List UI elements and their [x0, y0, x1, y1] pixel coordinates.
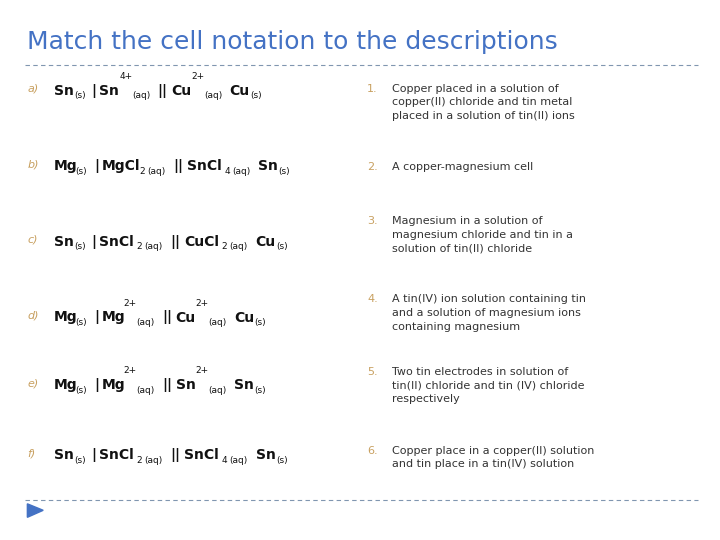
Text: ||: || [162, 310, 172, 325]
Text: Cu: Cu [171, 84, 192, 98]
Text: (aq): (aq) [145, 242, 163, 252]
Text: 6.: 6. [367, 446, 378, 456]
Text: 4: 4 [225, 167, 230, 176]
Text: Sn: Sn [99, 84, 120, 98]
Text: 4: 4 [222, 456, 228, 465]
Text: 5.: 5. [367, 367, 378, 377]
Text: (s): (s) [254, 386, 266, 395]
Text: ||: || [171, 448, 181, 462]
Text: (s): (s) [74, 242, 86, 252]
Text: (aq): (aq) [132, 91, 150, 100]
Text: Sn: Sn [234, 378, 254, 392]
Text: 4.: 4. [367, 294, 378, 305]
Text: 2.: 2. [367, 162, 378, 172]
Text: (s): (s) [76, 318, 87, 327]
Text: (s): (s) [254, 318, 266, 327]
Text: (aq): (aq) [204, 91, 222, 100]
Text: ||: || [171, 235, 181, 249]
Text: Mg: Mg [54, 310, 78, 325]
Text: MgCl: MgCl [102, 159, 140, 173]
Text: |: | [91, 84, 96, 98]
Text: (s): (s) [74, 91, 86, 100]
Text: 2: 2 [137, 456, 143, 465]
Text: Sn: Sn [258, 159, 279, 173]
Text: (s): (s) [279, 167, 290, 176]
Text: Copper place in a copper(II) solution
and tin place in a tin(IV) solution: Copper place in a copper(II) solution an… [392, 446, 595, 469]
Text: (s): (s) [76, 167, 87, 176]
Text: d): d) [27, 310, 39, 321]
Text: (s): (s) [74, 456, 86, 465]
Text: Sn: Sn [54, 84, 74, 98]
Text: (aq): (aq) [148, 167, 166, 176]
Text: Sn: Sn [54, 235, 74, 249]
Text: Cu: Cu [176, 310, 196, 325]
Text: (aq): (aq) [136, 318, 154, 327]
Text: Cu: Cu [256, 235, 276, 249]
Text: 2: 2 [140, 167, 145, 176]
Text: Two tin electrodes in solution of
tin(II) chloride and tin (IV) chloride
respect: Two tin electrodes in solution of tin(II… [392, 367, 585, 404]
Text: (aq): (aq) [136, 386, 154, 395]
Text: 2: 2 [137, 242, 143, 252]
Text: ||: || [174, 159, 184, 173]
Text: Magnesium in a solution of
magnesium chloride and tin in a
solution of tin(II) c: Magnesium in a solution of magnesium chl… [392, 216, 573, 253]
Text: Cu: Cu [234, 310, 254, 325]
Text: ||: || [158, 84, 168, 98]
Text: 2+: 2+ [192, 72, 204, 81]
Text: A tin(IV) ion solution containing tin
and a solution of magnesium ions
containin: A tin(IV) ion solution containing tin an… [392, 294, 586, 332]
Text: Mg: Mg [102, 310, 126, 325]
Text: (aq): (aq) [208, 386, 226, 395]
Text: Sn: Sn [176, 378, 196, 392]
Text: Mg: Mg [54, 159, 78, 173]
Text: Copper placed in a solution of
copper(II) chloride and tin metal
placed in a sol: Copper placed in a solution of copper(II… [392, 84, 575, 121]
Text: SnCl: SnCl [99, 235, 134, 249]
Text: |: | [94, 378, 99, 392]
Text: c): c) [27, 235, 38, 245]
Text: 2+: 2+ [124, 366, 137, 375]
Text: (s): (s) [276, 242, 287, 252]
Text: (s): (s) [76, 386, 87, 395]
Text: 1.: 1. [367, 84, 378, 94]
Text: (aq): (aq) [145, 456, 163, 465]
Text: 2: 2 [222, 242, 228, 252]
Text: SnCl: SnCl [187, 159, 222, 173]
Text: 4+: 4+ [120, 72, 132, 81]
Text: |: | [91, 235, 96, 249]
Text: Mg: Mg [102, 378, 126, 392]
Text: Sn: Sn [54, 448, 74, 462]
Text: a): a) [27, 84, 39, 94]
Text: 3.: 3. [367, 216, 378, 226]
Polygon shape [27, 504, 43, 517]
Text: b): b) [27, 159, 39, 170]
Text: e): e) [27, 378, 39, 388]
Text: (aq): (aq) [230, 456, 248, 465]
Text: Mg: Mg [54, 378, 78, 392]
Text: ||: || [162, 378, 172, 392]
Text: Cu: Cu [230, 84, 250, 98]
Text: (aq): (aq) [230, 242, 248, 252]
Text: 2+: 2+ [196, 366, 209, 375]
Text: (s): (s) [276, 456, 287, 465]
Text: A copper-magnesium cell: A copper-magnesium cell [392, 162, 534, 172]
Text: 2+: 2+ [196, 299, 209, 308]
Text: (s): (s) [250, 91, 261, 100]
Text: SnCl: SnCl [184, 448, 219, 462]
Text: (aq): (aq) [233, 167, 251, 176]
Text: CuCl: CuCl [184, 235, 220, 249]
Text: Sn: Sn [256, 448, 276, 462]
Text: Match the cell notation to the descriptions: Match the cell notation to the descripti… [27, 30, 558, 53]
Text: |: | [94, 310, 99, 325]
Text: |: | [91, 448, 96, 462]
Text: 2+: 2+ [124, 299, 137, 308]
Text: (aq): (aq) [208, 318, 226, 327]
Text: |: | [94, 159, 99, 173]
Text: SnCl: SnCl [99, 448, 134, 462]
Text: f): f) [27, 448, 35, 458]
